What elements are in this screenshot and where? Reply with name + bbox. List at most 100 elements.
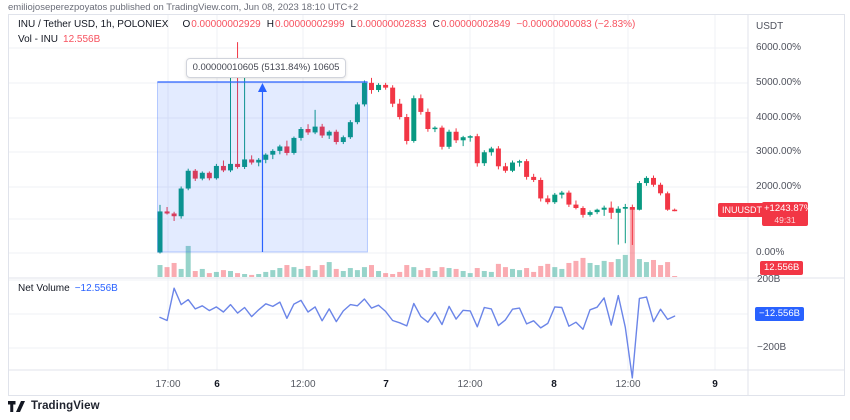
- ohlc-high-value: 0.00000002999: [274, 19, 345, 30]
- price-axis-tick: 4000.00%: [756, 112, 802, 123]
- candle-body: [474, 136, 480, 164]
- volume-bar: [404, 265, 410, 277]
- candle-body: [164, 211, 170, 214]
- volume-bar: [213, 271, 219, 277]
- volume-indicator-label[interactable]: Vol - INU: [18, 34, 59, 45]
- candle-body: [517, 161, 523, 163]
- volume-bar: [284, 265, 290, 277]
- ohlc-close-value: 0.00000002849: [440, 19, 511, 30]
- publish-attribution: emiliojoseperezpoyatos published on Trad…: [8, 2, 359, 13]
- volume-bar: [566, 262, 572, 277]
- ohlc-open-label: O: [182, 19, 191, 30]
- candle-body: [347, 122, 353, 138]
- volume-bar: [312, 270, 318, 277]
- price-axis-tick: 0.00%: [756, 247, 785, 258]
- volume-bar: [636, 259, 642, 277]
- bar-countdown: 49:31: [774, 215, 796, 225]
- net-volume-line[interactable]: [159, 287, 676, 379]
- candle-body: [559, 192, 565, 195]
- ohlc-change-value: −0.00000000083 (−2.83%): [516, 19, 636, 30]
- candle-body: [376, 84, 382, 91]
- symbol-name-badge: INUUSDT: [718, 203, 766, 217]
- volume-bar: [545, 263, 551, 277]
- candle-body: [390, 87, 396, 104]
- volume-bar: [164, 267, 170, 277]
- candle-body: [665, 193, 671, 210]
- candle-body: [411, 98, 417, 141]
- time-tick: 9: [712, 379, 718, 390]
- candle-body: [594, 209, 600, 213]
- volume-bar: [665, 262, 671, 277]
- volume-bar: [510, 268, 515, 277]
- ohlc-high-label: H: [266, 19, 274, 30]
- time-tick: 12:00: [290, 379, 316, 390]
- candle-body: [672, 209, 678, 212]
- price-axis-currency: USDT: [756, 21, 784, 32]
- volume-bar: [643, 262, 649, 277]
- candle-body: [361, 82, 367, 105]
- candle-body: [354, 104, 360, 123]
- candle-body: [284, 146, 290, 153]
- volume-bar: [277, 268, 283, 277]
- volume-bar: [524, 268, 530, 277]
- volume-bar: [474, 268, 480, 277]
- candle-body: [552, 194, 558, 203]
- measurement-box[interactable]: [157, 81, 368, 253]
- price-axis-tick: 6000.00%: [756, 42, 802, 53]
- volume-bar: [587, 262, 593, 277]
- volume-bar: [446, 268, 452, 277]
- candle-body: [228, 163, 233, 171]
- volume-bar: [397, 271, 403, 277]
- volume-bar: [220, 270, 226, 277]
- candle-body: [298, 129, 304, 138]
- candle-body: [502, 166, 508, 171]
- candle-body: [418, 98, 424, 112]
- volume-bar: [531, 271, 537, 277]
- candle-body: [425, 111, 431, 130]
- volume-bar: [460, 271, 466, 277]
- volume-bar: [580, 257, 586, 277]
- volume-bar: [242, 274, 248, 277]
- candle-body: [566, 192, 572, 205]
- time-tick: 8: [551, 379, 557, 390]
- candle-body: [369, 82, 374, 91]
- volume-bar: [390, 274, 396, 277]
- candle-body: [185, 170, 191, 189]
- candlestick-series[interactable]: [157, 42, 678, 254]
- volume-bar: [559, 268, 565, 277]
- volume-bar: [573, 260, 579, 277]
- candle-body: [249, 159, 255, 163]
- tradingview-logo-icon: [8, 400, 25, 412]
- volume-bar: [270, 270, 276, 277]
- tradingview-footer-link[interactable]: TradingView: [8, 400, 100, 412]
- ohlc-low-label: L: [350, 19, 357, 30]
- volume-bar: [383, 273, 389, 277]
- volume-bar: [502, 267, 508, 277]
- candle-body: [397, 103, 403, 118]
- symbol-title[interactable]: INU / Tether USD, 1h, POLONIEX: [18, 19, 169, 30]
- volume-bar: [354, 270, 360, 277]
- candle-body: [524, 161, 530, 177]
- volume-bar: [488, 271, 494, 277]
- volume-bar: [658, 265, 664, 277]
- candle-body: [580, 208, 586, 215]
- net-volume-label[interactable]: Net Volume: [18, 283, 70, 294]
- candle-body: [277, 146, 283, 151]
- time-tick: 12:00: [457, 379, 483, 390]
- time-tick: 7: [383, 379, 389, 390]
- candle-body: [446, 131, 452, 147]
- candle-body: [601, 207, 607, 210]
- ohlc-close-label: C: [432, 19, 440, 30]
- chart-legend: INU / Tether USD, 1h, POLONIEX O 0.0000000…: [18, 19, 635, 30]
- volume-bar: [538, 265, 544, 277]
- volume-bar: [601, 260, 607, 277]
- candle-body: [312, 126, 318, 133]
- volume-bar: [249, 274, 255, 277]
- candle-body: [636, 183, 642, 210]
- candle-body: [622, 206, 628, 209]
- volume-bar: [319, 265, 325, 277]
- volume-bar: [298, 268, 304, 277]
- volume-bar: [157, 265, 163, 277]
